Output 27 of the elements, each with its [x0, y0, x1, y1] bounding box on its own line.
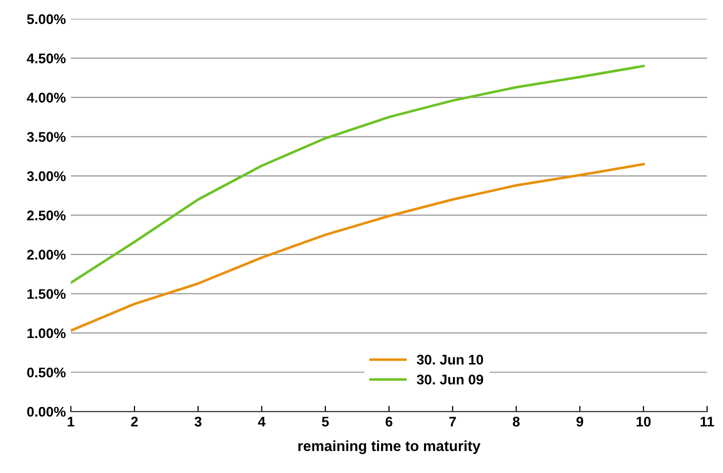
y-tick-label: 3.00% [26, 171, 66, 182]
x-tick-label: 7 [449, 416, 456, 426]
legend-label: 30. Jun 09 [416, 374, 484, 385]
x-axis-title: remaining time to maturity [298, 440, 480, 454]
y-tick-label: 1.50% [27, 289, 66, 299]
legend-label: 30. Jun 10 [416, 354, 484, 365]
x-tick-label: 9 [576, 416, 584, 427]
y-tick-label: 2.00% [27, 250, 66, 260]
y-tick-label: 5.00% [27, 14, 66, 24]
y-tick-label: 4.50% [26, 54, 66, 64]
x-tick-label: 2 [131, 416, 138, 426]
x-tick-label: 10 [636, 416, 651, 427]
x-tick-label: 4 [258, 416, 266, 426]
x-tick-label: 6 [386, 416, 392, 427]
x-tick-label: 1 [68, 416, 74, 426]
x-tick-label: 11 [700, 416, 714, 426]
y-tick-label: 4.00% [26, 92, 66, 103]
y-tick-label: 0.00% [27, 406, 66, 417]
x-tick-label: 5 [322, 416, 329, 427]
line-series [70, 64, 645, 284]
x-tick-label: 3 [194, 416, 202, 427]
y-tick-label: 1.00% [27, 328, 66, 338]
line-series [70, 162, 645, 332]
y-tick-label: 2.50% [27, 210, 66, 220]
y-tick-label: 0.50% [27, 368, 66, 378]
x-tick-label: 8 [512, 416, 520, 427]
y-tick-label: 3.50% [26, 132, 66, 142]
